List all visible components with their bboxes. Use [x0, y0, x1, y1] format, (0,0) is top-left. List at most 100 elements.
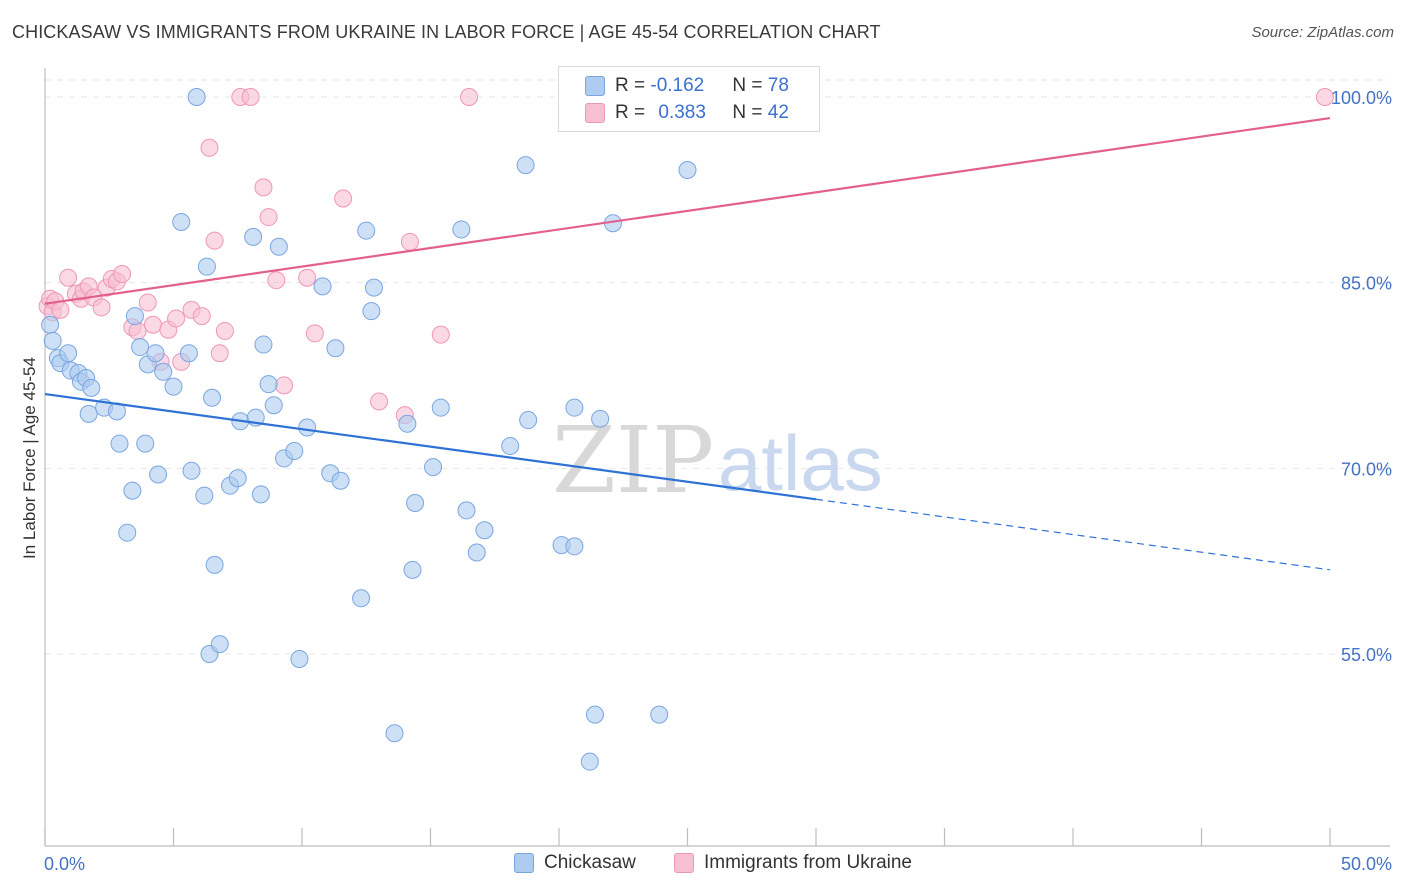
ukraine-point	[113, 265, 132, 284]
tick-labels: 55.0% 70.0% 85.0% 100.0% 0.0% 50.0%	[44, 88, 1392, 874]
ukraine-point	[215, 321, 234, 340]
chickasaw-point	[205, 555, 224, 574]
chickasaw-point	[197, 257, 216, 276]
chickasaw-point	[179, 344, 198, 363]
chickasaw-point	[352, 589, 371, 608]
chickasaw-point	[331, 471, 350, 490]
ukraine-point	[205, 231, 224, 250]
chickasaw-point	[264, 396, 283, 415]
ukraine-swatch-icon	[585, 103, 605, 123]
legend-row-chickasaw: R = -0.162 N = 78	[585, 73, 789, 99]
chickasaw-point	[591, 409, 610, 428]
chickasaw-point	[565, 537, 584, 556]
chickasaw-point	[269, 237, 288, 256]
chickasaw-point	[228, 469, 247, 488]
legend-label-ukraine: Immigrants from Ukraine	[704, 852, 912, 873]
chickasaw-point	[475, 521, 494, 540]
ukraine-point	[92, 298, 111, 317]
ukraine-point	[143, 315, 162, 334]
chickasaw-point	[467, 543, 486, 562]
chickasaw-point	[398, 414, 417, 433]
y-tick-label: 100.0%	[1331, 88, 1392, 108]
chickasaw-point	[164, 377, 183, 396]
ukraine-point	[334, 189, 353, 208]
chickasaw-point	[357, 221, 376, 240]
chickasaw-point	[244, 227, 263, 246]
y-tick-label: 85.0%	[1341, 274, 1392, 294]
ukraine-point	[200, 138, 219, 157]
ukraine-swatch-icon	[674, 853, 694, 873]
chickasaw-point	[154, 362, 173, 381]
chickasaw-point	[182, 461, 201, 480]
chickasaw-point	[501, 437, 520, 456]
chickasaw-point	[118, 523, 137, 542]
chickasaw-point	[41, 315, 60, 334]
watermark-atlas: atlas	[718, 419, 883, 507]
x-tick-label: 50.0%	[1341, 854, 1392, 874]
chickasaw-point	[290, 649, 309, 668]
grid-lines	[45, 79, 1390, 655]
chickasaw-point	[123, 481, 142, 500]
y-axis-label: In Labor Force | Age 45-54	[20, 357, 39, 559]
chart-title: CHICKASAW VS IMMIGRANTS FROM UKRAINE IN …	[12, 22, 881, 42]
chickasaw-point	[149, 465, 168, 484]
chickasaw-point	[516, 156, 535, 175]
watermark: ZIP atlas	[552, 407, 883, 514]
chickasaw-point	[424, 458, 443, 477]
chickasaw-point	[251, 485, 270, 504]
chickasaw-trend-extension	[815, 498, 1331, 571]
chickasaw-point	[385, 724, 404, 743]
chickasaw-point	[431, 398, 450, 417]
y-tick-label: 55.0%	[1341, 645, 1392, 665]
chickasaw-point	[172, 213, 191, 232]
ukraine-point	[1315, 88, 1334, 106]
chickasaw-trend-line	[44, 392, 817, 501]
chickasaw-point	[110, 434, 129, 453]
n-label: N =	[732, 75, 768, 96]
chickasaw-point	[298, 418, 317, 437]
ukraine-point	[259, 208, 278, 227]
watermark-zip: ZIP	[552, 407, 714, 514]
chickasaw-point	[565, 398, 584, 417]
chickasaw-point	[457, 501, 476, 520]
axes	[44, 68, 1390, 847]
legend-label-chickasaw: Chickasaw	[544, 852, 636, 873]
x-tick-label: 0.0%	[44, 854, 85, 874]
n-value: 42	[767, 102, 789, 123]
ukraine-point	[298, 268, 317, 287]
chickasaw-point	[43, 331, 62, 350]
legend-item-ukraine: Immigrants from Ukraine	[674, 852, 912, 874]
ukraine-point	[210, 344, 229, 363]
legend-row-ukraine: R = 0.383 N = 42	[585, 100, 789, 126]
n-label: N =	[732, 102, 768, 123]
ukraine-point	[254, 178, 273, 197]
ukraine-point	[128, 321, 147, 340]
chickasaw-point	[452, 220, 471, 239]
ukraine-point	[167, 309, 186, 328]
chickasaw-swatch-icon	[585, 76, 605, 96]
chickasaw-point	[519, 411, 538, 430]
chickasaw-point	[580, 752, 599, 771]
ukraine-point	[431, 325, 450, 344]
trend-lines	[44, 116, 1331, 571]
chickasaw-point	[259, 375, 278, 394]
y-tick-label: 70.0%	[1341, 459, 1392, 479]
chickasaw-point	[406, 493, 425, 512]
ukraine-point	[460, 88, 479, 106]
chickasaw-point	[187, 88, 206, 106]
chickasaw-point	[82, 378, 101, 397]
correlation-legend: R = -0.162 N = 78 R = 0.383 N = 42	[558, 66, 820, 132]
ukraine-point	[370, 392, 389, 411]
chickasaw-point	[136, 434, 155, 453]
ukraine-trend-line	[44, 116, 1331, 305]
ukraine-point	[138, 293, 157, 312]
ukraine-point	[241, 88, 260, 106]
chickasaw-point	[313, 277, 332, 296]
chickasaw-point	[131, 338, 150, 357]
chickasaw-point	[195, 486, 214, 505]
r-label: R =	[615, 102, 651, 123]
chickasaw-point	[403, 560, 422, 579]
chickasaw-point	[585, 705, 604, 724]
chickasaw-swatch-icon	[514, 853, 534, 873]
chickasaw-point	[678, 161, 697, 180]
